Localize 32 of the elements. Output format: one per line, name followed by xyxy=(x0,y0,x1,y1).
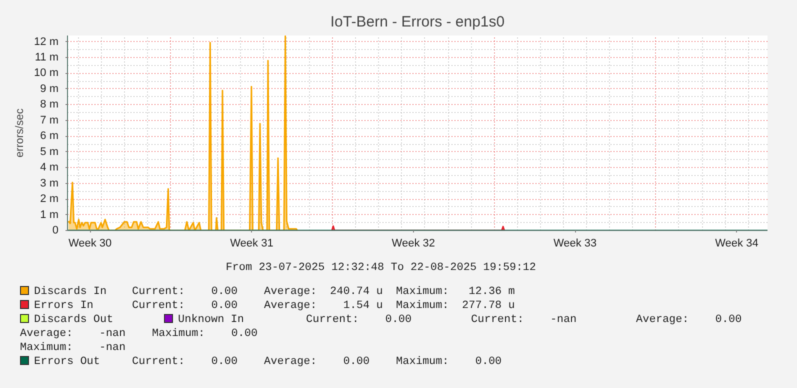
y-tick-label: 10 m xyxy=(34,67,59,80)
x-tick-label: Week 30 xyxy=(68,238,112,250)
y-tick-label: 7 m xyxy=(40,114,59,126)
text: Maximum: -nan xyxy=(20,341,126,355)
text: Current: 0.00 Average: 240.74 u Maximum: 12.36 m xyxy=(132,285,515,299)
y-tick-label: 2 m xyxy=(40,193,59,206)
y-tick-label: 9 m xyxy=(40,82,59,95)
legend-label: Errors In xyxy=(34,299,94,313)
y-tick-label: 5 m xyxy=(40,146,59,158)
y-tick-label: 3 m xyxy=(40,177,59,190)
text: Current: 0.00 Average: 0.00 Maximum: 0.00 xyxy=(132,355,502,369)
text: Current: 0.00 Average: 1.54 u Maximum: 277.78 u xyxy=(132,299,515,313)
text: From 23-07-2025 12:32:48 To 22-08-2025 19:59:12 xyxy=(226,261,536,275)
legend-label: Errors Out xyxy=(34,355,102,369)
x-tick-label: Week 31 xyxy=(230,238,274,250)
legend-label: Discards Out xyxy=(34,313,114,327)
text: Average: -nan Maximum: 0.00 xyxy=(20,327,258,341)
y-tick-label: 0 xyxy=(52,224,59,236)
x-tick-label: Week 34 xyxy=(715,238,758,250)
chart-title: IoT-Bern - Errors - enp1s0 xyxy=(330,14,505,30)
x-tick-label: Week 33 xyxy=(553,238,597,250)
text: Current: 0.00 Current: -nan Average: 0.00 xyxy=(306,313,742,327)
y-tick-label: 6 m xyxy=(40,130,59,142)
legend-label: Discards In xyxy=(34,285,108,299)
x-tick-label: Week 32 xyxy=(392,238,436,250)
y-tick-label: 8 m xyxy=(40,98,59,111)
y-tick-label: 12 m xyxy=(34,36,59,48)
y-tick-label: 11 m xyxy=(34,52,58,64)
y-tick-label: 1 m xyxy=(40,208,59,221)
legend-label: Unknown In xyxy=(178,313,246,327)
y-axis-title: errors/sec xyxy=(14,108,26,158)
y-tick-label: 4 m xyxy=(40,162,59,174)
